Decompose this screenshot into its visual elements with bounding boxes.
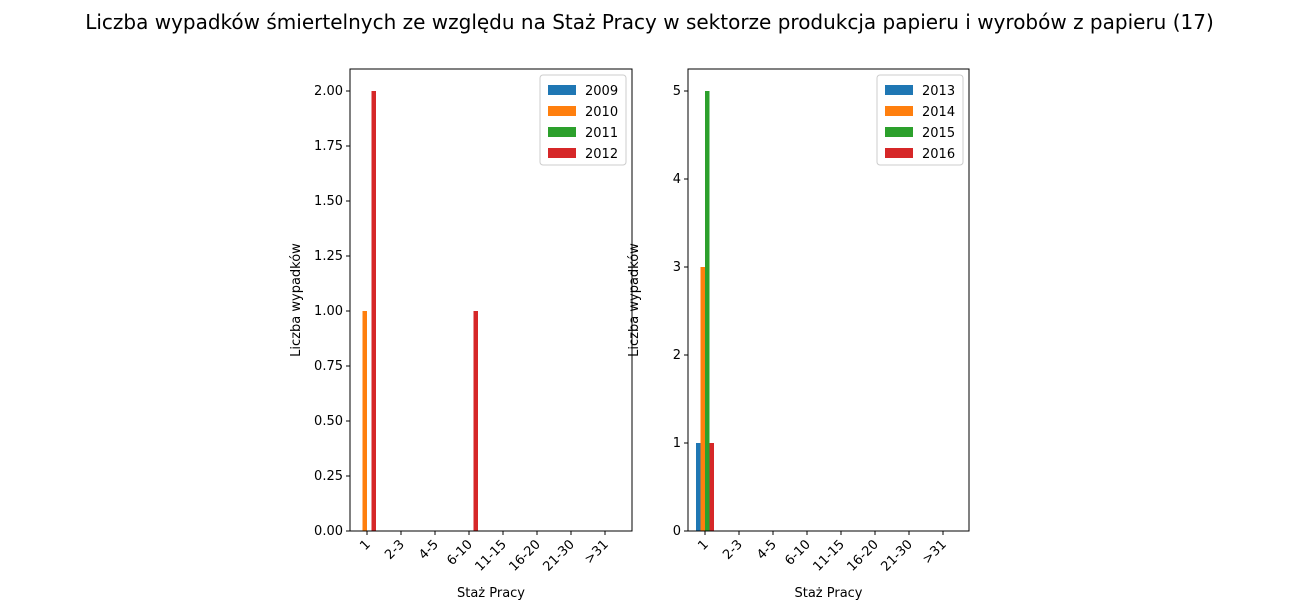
x-tick-label: 21-30 xyxy=(541,537,578,574)
x-tick-label: 11-15 xyxy=(473,537,510,574)
x-tick-label: >31 xyxy=(582,537,612,567)
legend-swatch-2010 xyxy=(548,106,576,116)
x-tick-label: 21-30 xyxy=(879,537,916,574)
axes-frame xyxy=(349,68,633,532)
x-tick-label: 6-10 xyxy=(782,537,813,568)
legend: 2009 2010 2011 2012 xyxy=(539,74,627,166)
bar-2014-1 xyxy=(700,267,705,531)
legend-swatch-2011 xyxy=(548,127,576,137)
y-tick-label: 2 xyxy=(673,348,681,363)
legend-swatch-2014 xyxy=(885,106,913,116)
bar-2012-1 xyxy=(371,91,376,531)
y-tick-label: 0.75 xyxy=(314,359,343,374)
axes-frame xyxy=(687,68,970,532)
x-tick-label: 2-3 xyxy=(382,537,408,563)
legend-box xyxy=(876,74,964,166)
x-tick-label: 11-15 xyxy=(811,537,848,574)
x-tick-label: 16-20 xyxy=(507,537,544,574)
y-tick-label: 3 xyxy=(673,260,681,275)
legend-label-2009: 2009 xyxy=(585,84,618,99)
x-tick-label: 1 xyxy=(357,537,373,553)
x-tick-label: 1 xyxy=(695,537,711,553)
legend-label-2015: 2015 xyxy=(922,126,955,141)
y-tick-label: 0.00 xyxy=(314,524,343,539)
x-tick-label: >31 xyxy=(920,537,950,567)
legend-swatch-2016 xyxy=(885,148,913,158)
legend-swatch-2009 xyxy=(548,85,576,95)
x-tick-label: 2-3 xyxy=(720,537,746,563)
x-tick-label: 4-5 xyxy=(416,537,442,563)
x-tick-label: 4-5 xyxy=(754,537,780,563)
legend-swatch-2012 xyxy=(548,148,576,158)
legend: 2013 2014 2015 2016 xyxy=(876,74,964,166)
legend-label-2013: 2013 xyxy=(922,84,955,99)
x-tick-label: 6-10 xyxy=(444,537,475,568)
x-axis-label: Staż Pracy xyxy=(794,586,862,601)
legend-box xyxy=(539,74,627,166)
bar-2013-1 xyxy=(696,443,701,531)
chart-panel-1: 0.00 0.25 0.50 0.75 1.00 1.25 1.50 1.75 2.00 1 2-3… xyxy=(289,68,633,601)
bar-2012-6-10 xyxy=(473,311,478,531)
y-tick-label: 1.50 xyxy=(314,194,343,209)
y-tick-label: 4 xyxy=(673,172,681,187)
legend-label-2014: 2014 xyxy=(922,105,955,120)
legend-label-2016: 2016 xyxy=(922,147,955,162)
legend-swatch-2015 xyxy=(885,127,913,137)
x-tick-label: 16-20 xyxy=(845,537,882,574)
y-tick-label: 5 xyxy=(673,84,681,99)
bar-2016-1 xyxy=(709,443,714,531)
y-tick-label: 1 xyxy=(673,436,681,451)
legend-swatch-2013 xyxy=(885,85,913,95)
legend-label-2012: 2012 xyxy=(585,147,618,162)
y-tick-label: 1.75 xyxy=(314,139,343,154)
y-axis-label: Liczba wypadków xyxy=(289,243,304,357)
y-tick-label: 0.50 xyxy=(314,414,343,429)
legend-label-2011: 2011 xyxy=(585,126,618,141)
y-axis-label: Liczba wypadków xyxy=(627,243,642,357)
y-tick-label: 0 xyxy=(673,524,681,539)
y-tick-label: 1.00 xyxy=(314,304,343,319)
y-tick-label: 1.25 xyxy=(314,249,343,264)
legend-label-2010: 2010 xyxy=(585,105,618,120)
y-tick-label: 2.00 xyxy=(314,84,343,99)
bar-2015-1 xyxy=(705,91,710,531)
bar-2010-1 xyxy=(362,311,367,531)
x-axis-label: Staż Pracy xyxy=(457,586,525,601)
figure-title: Liczba wypadków śmiertelnych ze względu … xyxy=(85,10,1214,34)
y-tick-label: 0.25 xyxy=(314,469,343,484)
